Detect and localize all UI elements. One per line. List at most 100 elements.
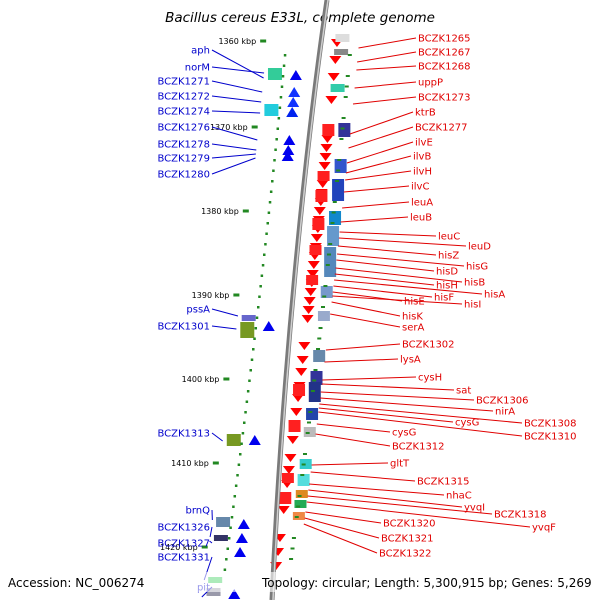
minor-tick [241, 432, 245, 435]
reverse-gene-arrow [284, 454, 297, 462]
minor-tick [337, 159, 342, 161]
reverse-gene-arrow [329, 56, 342, 64]
minor-tick [336, 169, 341, 172]
minor-tick [332, 201, 337, 203]
gene-label-right: leuC [438, 232, 460, 243]
gene-label-left: norM [185, 63, 210, 74]
gene-label-left: BCZK1331 [157, 553, 210, 564]
gene-label-right: hisZ [438, 251, 459, 262]
feature-layer [206, 34, 351, 599]
minor-tick [296, 505, 301, 508]
gene-label-right: BCZK1302 [402, 340, 455, 351]
gene-label-right: BCZK1318 [494, 510, 547, 521]
gene-label-left: brnQ [186, 506, 211, 517]
minor-tick [277, 117, 281, 120]
gene-label-right: leuA [411, 198, 433, 209]
genome-summary-text: Topology: circular; Length: 5,300,915 bp… [261, 576, 592, 590]
gene-label-right: BCZK1312 [392, 442, 445, 453]
minor-tick [233, 495, 237, 498]
gene-label-leader [211, 308, 239, 317]
tick-label: 1410 kbp [171, 459, 209, 468]
tick-mark [233, 293, 240, 297]
gene-label-right: hisA [484, 290, 505, 301]
minor-tick [269, 190, 273, 193]
gene-label-leader [211, 157, 256, 175]
gene-label-leader [309, 483, 445, 496]
gene-label-leader [320, 391, 475, 401]
gene-label-right: yvqF [532, 523, 556, 534]
minor-tick [223, 568, 227, 571]
minor-tick [245, 400, 249, 403]
gene-label-right: hisD [436, 267, 458, 278]
minor-tick [310, 390, 315, 392]
minor-tick [266, 222, 269, 225]
minor-tick [322, 295, 327, 298]
gene-label-leader [330, 313, 401, 328]
tick-label: 1370 kbp [210, 123, 248, 132]
gene-label-leader [354, 81, 417, 89]
gene-block [335, 34, 350, 42]
gene-block [303, 427, 316, 437]
minor-tick [325, 264, 330, 266]
minor-tick [271, 180, 274, 183]
gene-label-right: hisH [436, 281, 458, 292]
gene-label-leader [336, 259, 435, 272]
reverse-gene-arrow [277, 506, 290, 514]
minor-tick [246, 390, 250, 393]
minor-tick [318, 327, 323, 329]
gene-label-right: cysG [455, 418, 479, 429]
minor-tick [240, 442, 243, 445]
gene-label-left: BCZK1326 [157, 523, 210, 534]
gene-label-leader [211, 143, 257, 151]
minor-tick [249, 369, 252, 372]
gene-label-right: lysA [400, 355, 421, 366]
gene-label-leader [333, 285, 433, 298]
gene-label-right: hisK [402, 312, 423, 323]
gene-label-leader [345, 155, 412, 174]
gene-label-leader [357, 51, 417, 63]
gene-label-leader [339, 231, 437, 237]
gene-label-right: BCZK1277 [415, 123, 468, 134]
gene-label-leader [356, 65, 417, 71]
gene-block [338, 123, 351, 137]
minor-tick [226, 547, 230, 550]
minor-tick [316, 348, 321, 350]
minor-tick [301, 463, 306, 466]
gene-label-leader [337, 253, 465, 267]
gene-label-leader [320, 397, 494, 412]
reverse-gene-arrow [302, 306, 315, 314]
reverse-gene-block [288, 420, 301, 432]
gene-label-leader [349, 111, 414, 135]
minor-tick [234, 484, 238, 487]
gene-label-leader [337, 245, 437, 256]
gene-label-right: hisB [464, 278, 485, 289]
minor-tick [320, 306, 325, 308]
gene-label-leader [318, 407, 454, 423]
minor-tick [279, 96, 283, 99]
gene-label-leader [211, 432, 223, 442]
gene-label-leader [211, 66, 265, 74]
forward-gene-arrow [286, 107, 299, 117]
minor-tick [267, 211, 271, 214]
reverse-gene-arrow [304, 288, 317, 296]
gene-label-right: BCZK1322 [379, 549, 432, 560]
minor-tick [230, 516, 234, 519]
gene-label-leader [311, 462, 389, 466]
gene-label-right: BCZK1268 [418, 62, 471, 73]
genome-backbone-highlight [272, 0, 329, 600]
reverse-gene-arrow [319, 153, 332, 161]
forward-gene-arrow [283, 135, 296, 145]
minor-tick [335, 180, 340, 182]
gene-label-right: sat [456, 386, 471, 397]
gene-label-right: BCZK1321 [381, 534, 434, 545]
reverse-gene-arrow [303, 297, 316, 305]
left-label-layer: aph norM BCZK1271 BCZK1272 BCZK1274 BCZK1276 B… [157, 46, 265, 598]
reverse-gene-arrow [310, 234, 323, 242]
gene-label-right: ilvC [411, 182, 429, 193]
minor-tick [300, 474, 305, 476]
tick-label: 1360 kbp [218, 37, 256, 46]
gene-label-right: BCZK1306 [476, 396, 529, 407]
genome-title: Bacillus cereus E33L, complete genome [165, 10, 435, 26]
tick-mark [251, 125, 258, 129]
gene-label-leader [211, 49, 264, 79]
